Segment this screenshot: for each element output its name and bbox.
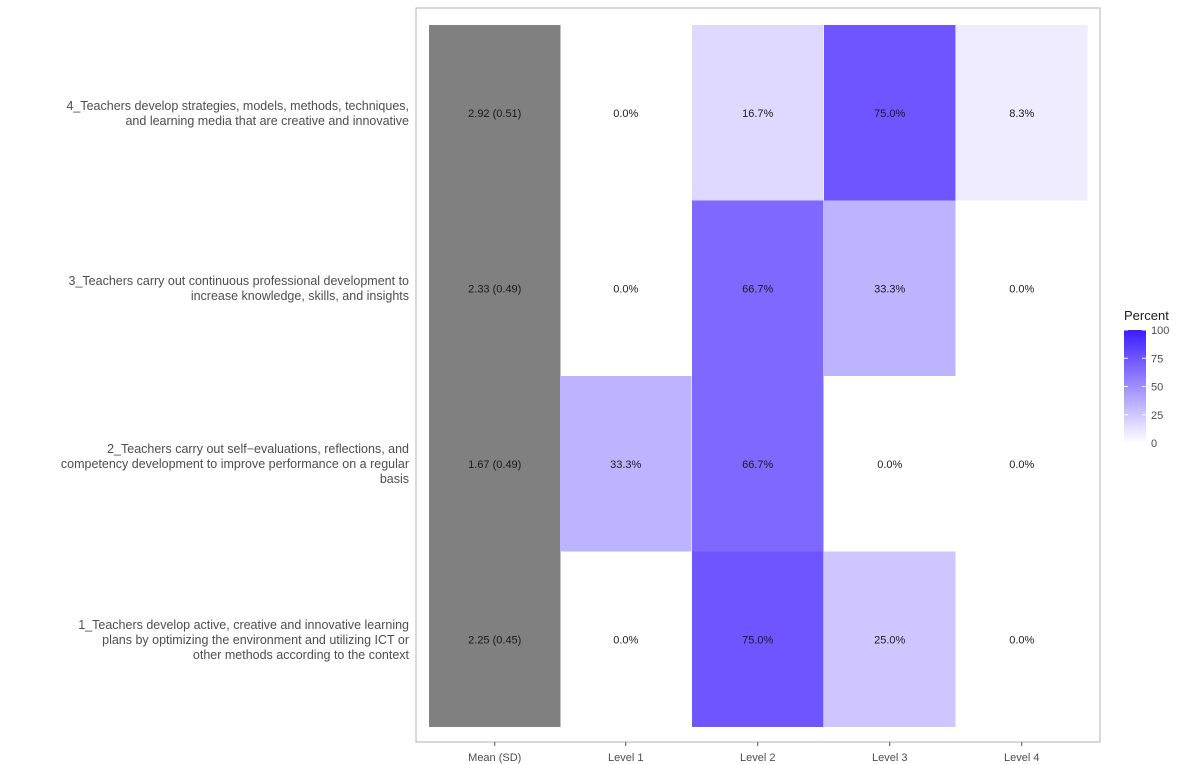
legend-tick-label: 25 [1151, 410, 1163, 422]
cell-percent-label: 66.7% [742, 283, 773, 295]
legend-tick-label: 50 [1151, 382, 1163, 394]
y-tick-label: 3_Teachers carry out continuous professi… [68, 274, 409, 304]
legend-colorbar [1124, 330, 1146, 443]
cell-percent-label: 0.0% [613, 283, 638, 295]
y-tick-label: 2_Teachers carry out self−evaluations, r… [60, 442, 409, 487]
cell-percent-label: 0.0% [877, 459, 902, 471]
x-tick-label: Level 2 [740, 752, 775, 764]
cell-percent-label: 75.0% [742, 634, 773, 646]
heatmap-cell [824, 551, 956, 727]
legend-tick-label: 0 [1151, 438, 1157, 450]
legend-tick-label: 75 [1151, 353, 1163, 365]
x-tick-label: Mean (SD) [468, 752, 521, 764]
x-tick-label: Level 3 [872, 752, 907, 764]
cell-percent-label: 0.0% [613, 108, 638, 120]
cell-percent-label: 0.0% [613, 634, 638, 646]
mean-cell [429, 551, 561, 727]
x-tick-label: Level 1 [608, 752, 643, 764]
cell-percent-label: 33.3% [874, 283, 905, 295]
heatmap-cell [560, 376, 692, 552]
legend-title: Percent [1124, 308, 1169, 323]
cell-percent-label: 0.0% [1009, 634, 1034, 646]
y-tick-label: 4_Teachers develop strategies, models, m… [66, 98, 409, 128]
cell-percent-label: 0.0% [1009, 459, 1034, 471]
cell-percent-label: 25.0% [874, 634, 905, 646]
x-tick-label: Level 4 [1004, 752, 1039, 764]
heatmap-cell [692, 551, 824, 727]
mean-sd-label: 1.67 (0.49) [468, 459, 521, 471]
y-tick-label: 1_Teachers develop active, creative and … [78, 617, 409, 662]
mean-cell [429, 376, 561, 552]
mean-sd-label: 2.33 (0.49) [468, 283, 521, 295]
cell-percent-label: 75.0% [874, 108, 905, 120]
cell-percent-label: 8.3% [1009, 108, 1034, 120]
heatmap-cell [692, 200, 824, 376]
cell-percent-label: 16.7% [742, 108, 773, 120]
heatmap-cell [824, 200, 956, 376]
heatmap-cells [429, 25, 1088, 727]
legend: 0 25 50 75 100 [1124, 325, 1169, 450]
cell-percent-label: 0.0% [1009, 283, 1034, 295]
cell-percent-label: 33.3% [610, 459, 641, 471]
heatmap-cell [692, 376, 824, 552]
heatmap-cell [956, 25, 1088, 201]
mean-cell [429, 25, 561, 201]
x-axis: Mean (SD) Level 1 Level 2 Level 3 Level 4 [468, 742, 1039, 764]
heatmap-cell [692, 25, 824, 201]
mean-sd-label: 2.92 (0.51) [468, 108, 521, 120]
legend-tick-label: 100 [1151, 325, 1169, 337]
cell-labels: 2.92 (0.51) 0.0% 16.7% 75.0% 8.3% 2.33 (0.49)… [468, 108, 1034, 647]
mean-sd-label: 2.25 (0.45) [468, 634, 521, 646]
heatmap-cell [824, 25, 956, 201]
cell-percent-label: 66.7% [742, 459, 773, 471]
mean-cell [429, 200, 561, 376]
